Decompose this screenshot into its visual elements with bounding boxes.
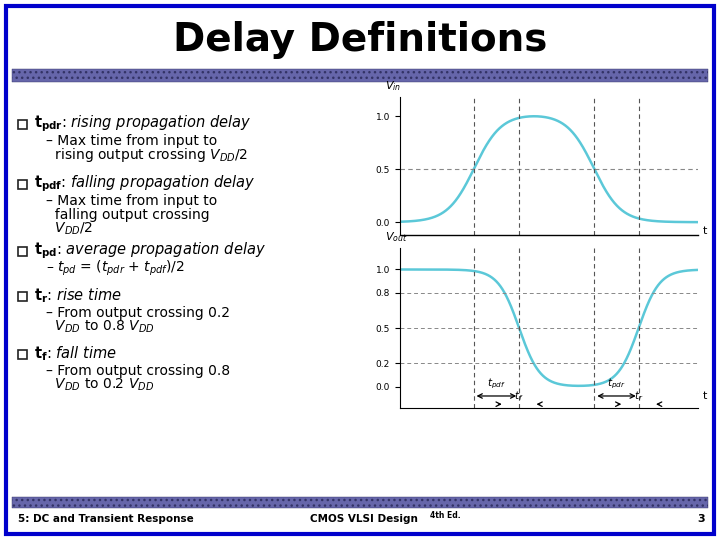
- Text: $t_{pdr}$: $t_{pdr}$: [607, 377, 626, 392]
- Text: – From output crossing 0.2: – From output crossing 0.2: [46, 306, 230, 320]
- Text: – Max time from input to: – Max time from input to: [46, 134, 217, 148]
- Text: $t_f$: $t_f$: [514, 389, 524, 403]
- Text: 5: DC and Transient Response: 5: DC and Transient Response: [18, 514, 194, 524]
- Text: – Max time from input to: – Max time from input to: [46, 194, 217, 208]
- Text: $\mathbf{t_{pdf}}$: $\it{falling\ propagation\ delay}$: $\mathbf{t_{pdf}}$: $\it{falling\ propag…: [34, 174, 256, 194]
- Text: – From output crossing 0.8: – From output crossing 0.8: [46, 364, 230, 378]
- Bar: [12, 69, 708, 82]
- Bar: [12, 497, 708, 508]
- Bar: [18, 180, 27, 189]
- Text: 3: 3: [698, 514, 705, 524]
- Text: $\mathbf{t_f}$: $\it{fall\ time}$: $\mathbf{t_f}$: $\it{fall\ time}$: [34, 345, 117, 363]
- Text: t: t: [703, 226, 707, 235]
- Text: $V_{DD}$ to 0.2 $V_{DD}$: $V_{DD}$ to 0.2 $V_{DD}$: [46, 377, 154, 393]
- Bar: [18, 350, 27, 359]
- Text: $V_{in}$: $V_{in}$: [384, 79, 401, 93]
- Text: – $t_{pd}$ = ($t_{pdr}$ + $t_{pdf}$)/2: – $t_{pd}$ = ($t_{pdr}$ + $t_{pdf}$)/2: [46, 258, 184, 278]
- Text: $V_{out}$: $V_{out}$: [384, 230, 408, 244]
- Text: $\mathbf{t_{pdr}}$: $\it{rising\ propagation\ delay}$: $\mathbf{t_{pdr}}$: $\it{rising\ propaga…: [34, 114, 251, 134]
- FancyBboxPatch shape: [6, 6, 714, 534]
- Text: $V_{DD}$/2: $V_{DD}$/2: [46, 221, 93, 237]
- Text: 4th Ed.: 4th Ed.: [430, 511, 461, 521]
- Text: $\mathbf{t_r}$: $\it{rise\ time}$: $\mathbf{t_r}$: $\it{rise\ time}$: [34, 287, 122, 305]
- Bar: [18, 120, 27, 129]
- Bar: [18, 292, 27, 301]
- Text: falling output crossing: falling output crossing: [46, 208, 210, 222]
- Text: rising output crossing $V_{DD}$/2: rising output crossing $V_{DD}$/2: [46, 146, 248, 164]
- Text: Delay Definitions: Delay Definitions: [173, 21, 547, 59]
- Bar: [18, 247, 27, 256]
- Text: CMOS VLSI Design: CMOS VLSI Design: [310, 514, 418, 524]
- Text: $V_{DD}$ to 0.8 $V_{DD}$: $V_{DD}$ to 0.8 $V_{DD}$: [46, 319, 155, 335]
- Text: $\mathbf{t_{pd}}$: $\it{average\ propagation\ delay}$: $\mathbf{t_{pd}}$: $\it{average\ propaga…: [34, 241, 266, 261]
- Text: $t_{pdf}$: $t_{pdf}$: [487, 377, 505, 392]
- Text: t: t: [703, 391, 707, 401]
- Text: $t_r$: $t_r$: [634, 389, 644, 403]
